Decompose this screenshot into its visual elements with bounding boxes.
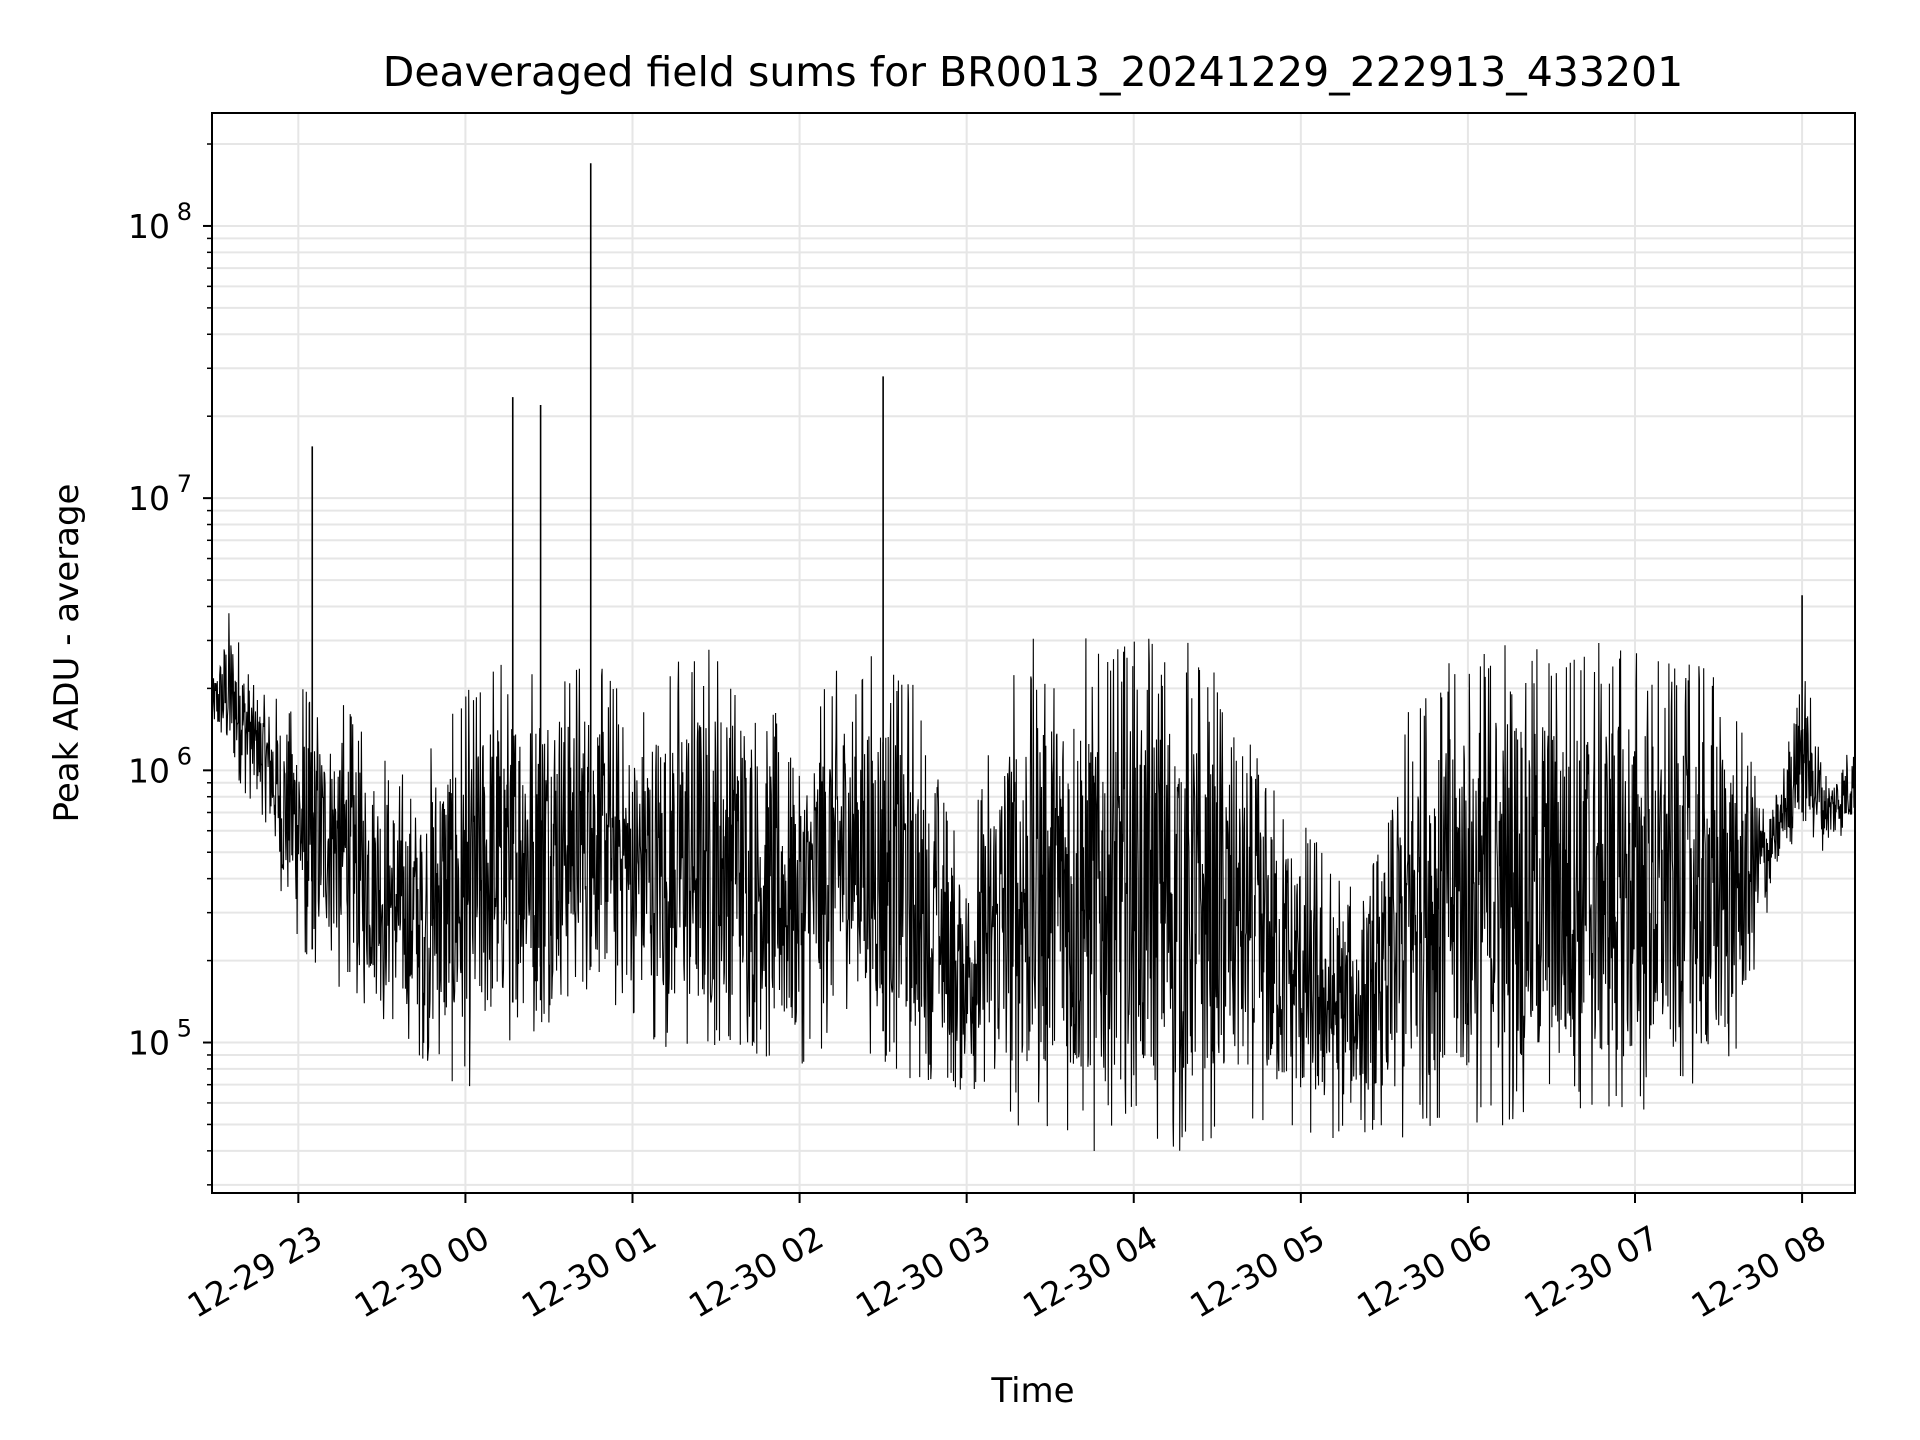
chart-title: Deaveraged field sums for BR0013_2024122…	[383, 48, 1683, 96]
y-axis-title: Peak ADU - average	[47, 484, 87, 823]
y-tick-label: 10	[128, 1024, 170, 1063]
y-tick-exponent: 5	[177, 1015, 192, 1043]
y-tick-label: 10	[128, 751, 170, 790]
x-axis-title: Time	[990, 1371, 1074, 1411]
data-series	[211, 163, 1856, 1152]
y-tick-exponent: 8	[177, 198, 192, 226]
y-tick-label: 10	[128, 207, 170, 246]
y-tick-label: 10	[128, 479, 170, 518]
y-tick-exponent: 7	[177, 470, 192, 498]
data-series-line	[211, 613, 1856, 1152]
y-tick-exponent: 6	[177, 742, 192, 770]
plot-frame	[211, 112, 1856, 1194]
